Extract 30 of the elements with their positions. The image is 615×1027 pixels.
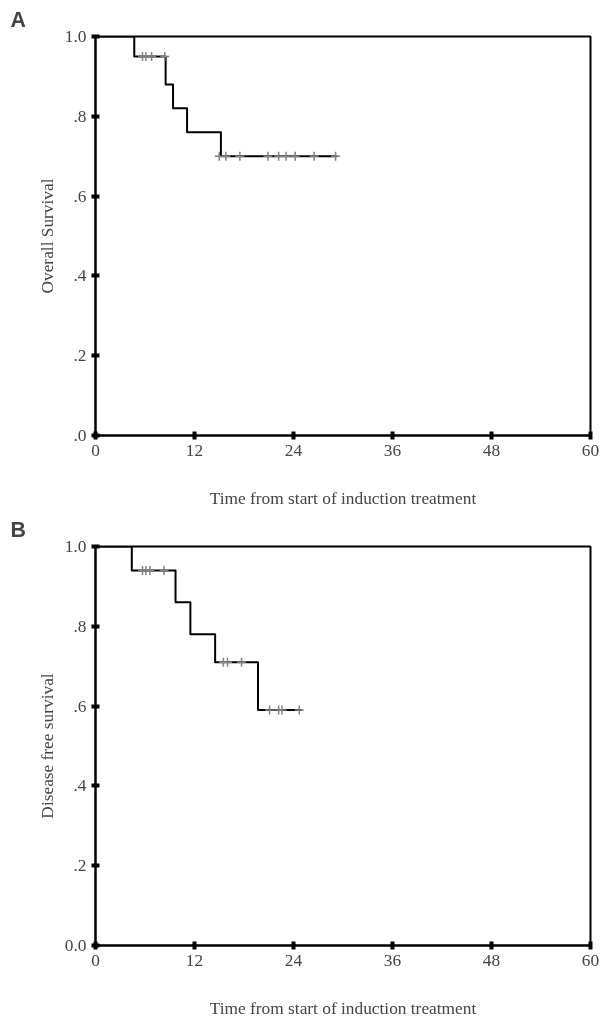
- y-tick-label: .4: [73, 776, 87, 796]
- y-tick-label: .6: [73, 186, 87, 206]
- y-tick-label: .2: [73, 346, 87, 366]
- x-tick-label: 12: [185, 950, 204, 970]
- y-tick-label: .6: [73, 696, 87, 716]
- y-tick-label: 1.0: [64, 537, 87, 556]
- chart-title: B: [10, 517, 26, 542]
- x-tick-label: 48: [482, 950, 501, 970]
- x-axis-title: Time from start of induction treatment: [209, 488, 477, 508]
- y-axis-title: Overall Survival: [37, 178, 57, 294]
- y-tick-label: .8: [73, 616, 87, 636]
- x-tick-label: 60: [581, 440, 600, 460]
- y-tick-label: .8: [73, 106, 87, 126]
- x-tick-label: 36: [383, 440, 402, 460]
- y-tick-label: 0.0: [64, 936, 87, 955]
- y-tick-label: .0: [73, 426, 87, 445]
- x-tick-label: 0: [91, 440, 100, 460]
- y-axis-title: Disease free survival: [37, 673, 57, 819]
- x-tick-label: 0: [91, 950, 100, 970]
- chart-title: A: [10, 7, 26, 32]
- x-tick-label: 36: [383, 950, 402, 970]
- x-tick-label: 12: [185, 440, 204, 460]
- x-tick-label: 24: [284, 440, 303, 460]
- x-tick-label: 24: [284, 950, 303, 970]
- y-tick-label: .4: [73, 266, 87, 286]
- x-axis-title: Time from start of induction treatment: [209, 998, 477, 1018]
- y-tick-label: 1.0: [64, 27, 87, 46]
- x-tick-label: 60: [581, 950, 600, 970]
- x-tick-label: 48: [482, 440, 501, 460]
- y-tick-label: .2: [73, 856, 87, 876]
